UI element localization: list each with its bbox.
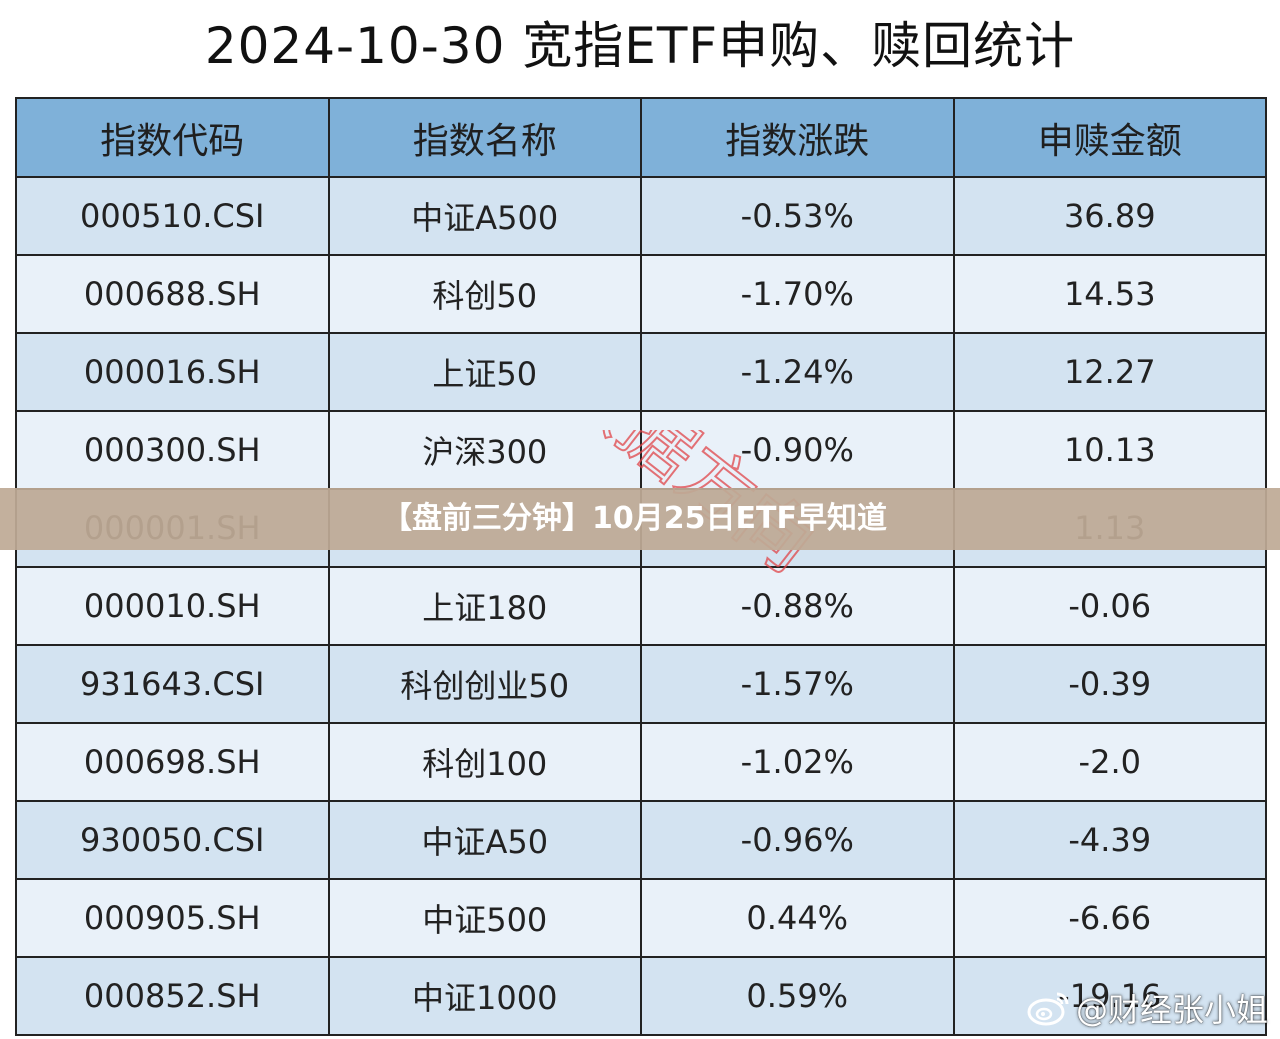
cell-flow-amount: -19.16 — [952, 956, 1267, 1036]
cell-flow-amount: -0.06 — [952, 566, 1267, 646]
cell-flow-amount: -2.0 — [952, 722, 1267, 802]
cell-index-change: -0.96% — [640, 800, 955, 880]
header-index-name: 指数名称 — [327, 97, 642, 178]
table-row: 000698.SH 科创100 -1.02% -2.0 — [15, 722, 1267, 802]
cell-index-name: 中证A500 — [327, 176, 642, 256]
header-index-code: 指数代码 — [15, 97, 330, 178]
headline-banner: 【盘前三分钟】10月25日ETF早知道 — [0, 488, 1280, 550]
cell-index-change: -0.88% — [640, 566, 955, 646]
cell-index-change: 0.44% — [640, 878, 955, 958]
cell-flow-amount: 14.53 — [952, 254, 1267, 334]
table-row: 000852.SH 中证1000 0.59% -19.16 — [15, 956, 1267, 1036]
weibo-handle: @财经张小姐 — [1075, 991, 1268, 1029]
cell-index-code: 000688.SH — [15, 254, 330, 334]
cell-index-change: -1.02% — [640, 722, 955, 802]
etf-stats-table: 指数代码 指数名称 指数涨跌 申赎金额 000510.CSI 中证A500 -0… — [15, 97, 1267, 1036]
cell-index-change: -0.90% — [640, 410, 955, 490]
weibo-watermark: @财经张小姐 — [1026, 985, 1268, 1031]
cell-index-name: 上证50 — [327, 332, 642, 412]
cell-flow-amount: -6.66 — [952, 878, 1267, 958]
cell-index-code: 000010.SH — [15, 566, 330, 646]
cell-flow-amount: 12.27 — [952, 332, 1267, 412]
banner-text: 【盘前三分钟】10月25日ETF早知道 — [382, 501, 887, 536]
cell-index-code: 000300.SH — [15, 410, 330, 490]
cell-index-name: 中证A50 — [327, 800, 642, 880]
header-row: 指数代码 指数名称 指数涨跌 申赎金额 — [15, 97, 1267, 178]
table-header: 指数代码 指数名称 指数涨跌 申赎金额 — [15, 97, 1267, 178]
cell-index-code: 000698.SH — [15, 722, 330, 802]
cell-index-code: 000510.CSI — [15, 176, 330, 256]
table-body: 000510.CSI 中证A500 -0.53% 36.89 000688.SH… — [15, 176, 1267, 1036]
cell-flow-amount: 36.89 — [952, 176, 1267, 256]
cell-index-code: 930050.CSI — [15, 800, 330, 880]
cell-index-change: -1.70% — [640, 254, 955, 334]
cell-index-name: 科创创业50 — [327, 644, 642, 724]
cell-index-name: 沪深300 — [327, 410, 642, 490]
cell-flow-amount: -4.39 — [952, 800, 1267, 880]
cell-flow-amount: -0.39 — [952, 644, 1267, 724]
cell-index-code: 000016.SH — [15, 332, 330, 412]
table-row: 000510.CSI 中证A500 -0.53% 36.89 — [15, 176, 1267, 256]
cell-index-code: 000905.SH — [15, 878, 330, 958]
table-row: 000010.SH 上证180 -0.88% -0.06 — [15, 566, 1267, 646]
cell-flow-amount: 10.13 — [952, 410, 1267, 490]
table-row: 000905.SH 中证500 0.44% -6.66 — [15, 878, 1267, 958]
cell-index-name: 中证1000 — [327, 956, 642, 1036]
cell-index-name: 上证180 — [327, 566, 642, 646]
header-flow-amount: 申赎金额 — [952, 97, 1267, 178]
cell-index-change: -1.24% — [640, 332, 955, 412]
table-row: 000016.SH 上证50 -1.24% 12.27 — [15, 332, 1267, 412]
cell-index-change: -0.53% — [640, 176, 955, 256]
table-row: 931643.CSI 科创创业50 -1.57% -0.39 — [15, 644, 1267, 724]
cell-index-name: 科创100 — [327, 722, 642, 802]
weibo-icon — [1027, 992, 1069, 1026]
table-row: 930050.CSI 中证A50 -0.96% -4.39 — [15, 800, 1267, 880]
header-index-change: 指数涨跌 — [640, 97, 955, 178]
cell-index-name: 中证500 — [327, 878, 642, 958]
cell-index-code: 000852.SH — [15, 956, 330, 1036]
cell-index-change: 0.59% — [640, 956, 955, 1036]
cell-index-code: 931643.CSI — [15, 644, 330, 724]
cell-index-name: 科创50 — [327, 254, 642, 334]
table-row: 000300.SH 沪深300 -0.90% 10.13 — [15, 410, 1267, 490]
cell-index-change: -1.57% — [640, 644, 955, 724]
table-row: 000688.SH 科创50 -1.70% 14.53 — [15, 254, 1267, 334]
page-title: 2024-10-30 宽指ETF申购、赎回统计 — [204, 17, 1076, 75]
